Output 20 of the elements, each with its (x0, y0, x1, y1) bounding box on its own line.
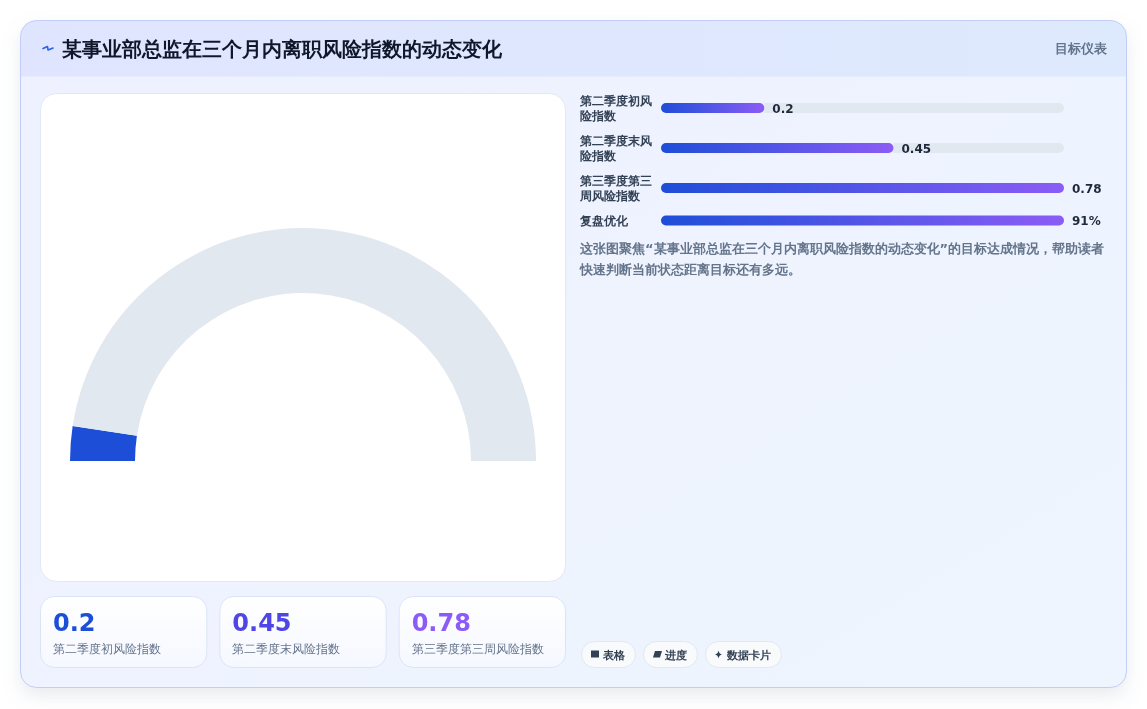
category-label: 第二季度初风险指数 (53, 641, 161, 656)
annotation: 这张图聚焦“某事业部总监在三个月内离职风险指数的动态变化”的目标达成情况，帮助读者快速判断当前状态距离目标还有多远。 (579, 241, 1105, 277)
text: 数据卡片 (726, 648, 771, 662)
data-label: 0.45 (232, 609, 292, 637)
y-tick-label: 第二季度末风险指数 (579, 133, 652, 163)
data-label: 0.45 (901, 141, 932, 156)
text: 进度 (664, 648, 687, 662)
data-label: 0.78 (411, 609, 471, 637)
y-tick-label: 复盘优化 (579, 213, 629, 228)
chart-title: 某事业部总监在三个月内离职风险指数的动态变化 (61, 37, 503, 61)
data-label: 0.2 (53, 609, 96, 637)
text: 表格 (602, 648, 626, 662)
category-label: 第二季度末风险指数 (232, 641, 341, 656)
y-tick-label: 第二季度初风险指数 (579, 93, 652, 123)
data-label: 91% (1072, 214, 1101, 228)
data-label: 0.2 (772, 101, 794, 116)
data-label: 0.78 (1072, 181, 1102, 196)
y-tick-label: 第三季度第三周风险指数 (579, 173, 652, 203)
category-label: 第三季度第三周风险指数 (411, 641, 544, 656)
text: 目标仪表 (1055, 41, 1108, 56)
